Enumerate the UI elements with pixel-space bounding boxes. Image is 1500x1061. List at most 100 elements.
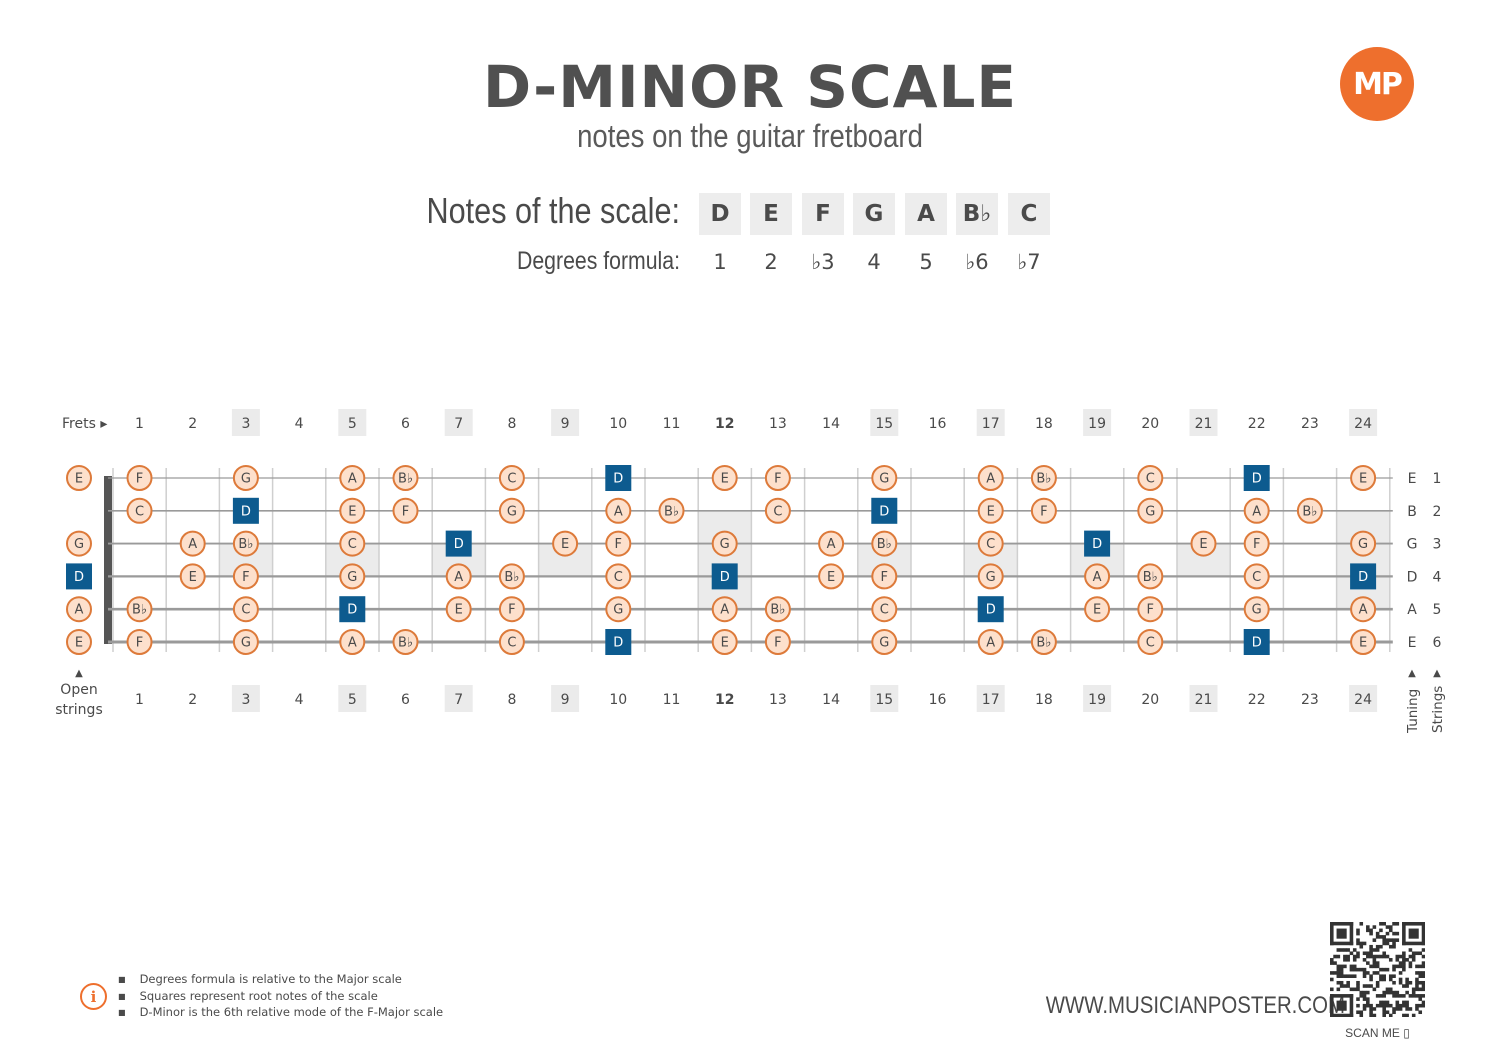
string-tuning: D xyxy=(1407,569,1418,585)
note-label: A xyxy=(1252,504,1261,519)
scale-note-circle: B♭ xyxy=(392,465,419,491)
scale-note-circle: A xyxy=(977,465,1004,491)
note-label: B♭ xyxy=(1302,504,1317,519)
string-number: 3 xyxy=(1433,537,1442,553)
strings-arrow: ▲ xyxy=(1433,668,1441,679)
guitar-nut xyxy=(104,476,112,644)
open-strings-label: Open xyxy=(60,682,97,698)
fret-marker-label-bg xyxy=(231,409,260,436)
note-label: C xyxy=(1252,570,1261,585)
note-label: C xyxy=(1146,636,1155,651)
note-label: A xyxy=(1359,603,1368,618)
scale-note-circle: C xyxy=(764,497,791,524)
scale-note-circle: B♭ xyxy=(1137,563,1164,590)
scale-note-circle: E xyxy=(1350,629,1377,655)
fret-number-bottom: 5 xyxy=(348,692,357,708)
scale-note-circle: E xyxy=(66,629,92,655)
website-link[interactable]: WWW.MUSICIANPOSTER.COM xyxy=(1045,992,1345,1019)
scale-note: D xyxy=(699,193,741,235)
fret-inlay-double xyxy=(698,510,752,610)
note-label: G xyxy=(507,504,517,519)
fret-marker-label-bg xyxy=(870,409,899,436)
note-label: D xyxy=(1252,636,1262,651)
note-label: E xyxy=(455,603,463,618)
fret-inlay-double xyxy=(1336,510,1390,610)
fret-number-top: 6 xyxy=(401,416,410,432)
fret-marker-label-bg xyxy=(1349,409,1378,436)
scale-note-circle: B♭ xyxy=(126,596,153,623)
fret-number-bottom: 20 xyxy=(1141,692,1159,708)
scale-note-circle: C xyxy=(498,465,525,491)
scale-note-circle: C xyxy=(339,530,366,557)
note-label: C xyxy=(135,504,144,519)
fret-number-top: 19 xyxy=(1088,416,1106,432)
scale-note-circle: C xyxy=(1137,465,1164,491)
scan-me-label: SCAN ME ▯ xyxy=(1330,1026,1425,1040)
note-label: C xyxy=(986,537,995,552)
note-label: A xyxy=(454,570,463,585)
scale-note-circle: B♭ xyxy=(1296,497,1323,524)
note-label: G xyxy=(879,472,889,487)
note-label: F xyxy=(242,570,249,585)
fret-number-bottom: 17 xyxy=(982,692,1000,708)
scale-note-circle: F xyxy=(1137,596,1164,623)
string-number: 2 xyxy=(1433,504,1442,520)
scale-note-circle: F xyxy=(392,497,419,524)
note-label: E xyxy=(827,570,835,585)
string-tuning: E xyxy=(1408,635,1417,651)
brand-logo: MP xyxy=(1340,47,1414,121)
note-label: G xyxy=(241,636,251,651)
note-label: B♭ xyxy=(398,472,413,487)
note-label: F xyxy=(136,636,143,651)
note-label: G xyxy=(74,537,84,552)
note-label: B♭ xyxy=(664,504,679,519)
scale-note-circle: C xyxy=(126,497,153,524)
note-label: G xyxy=(986,570,996,585)
scale-degree: ♭6 xyxy=(965,250,989,274)
note-label: A xyxy=(986,472,995,487)
scale-note-circle: E xyxy=(711,629,738,655)
note-label: D xyxy=(1358,570,1368,585)
scale-note-circle: B♭ xyxy=(232,530,259,557)
fret-number-top: 20 xyxy=(1141,416,1159,432)
scale-note-circle: F xyxy=(126,629,153,655)
note-label: B♭ xyxy=(877,537,892,552)
note-label: E xyxy=(1359,636,1367,651)
note-label: A xyxy=(348,472,357,487)
note-label: F xyxy=(1253,537,1260,552)
scale-note-circle: E xyxy=(179,563,206,590)
fret-number-top: 8 xyxy=(507,416,516,432)
fret-number-top: 22 xyxy=(1248,416,1266,432)
string-number: 6 xyxy=(1433,635,1442,651)
fret-marker-label-bg xyxy=(338,409,367,436)
scale-note-circle: B♭ xyxy=(764,596,791,623)
open-strings-label: strings xyxy=(55,702,102,718)
scale-note-circle: C xyxy=(605,563,632,590)
string-tuning: G xyxy=(1407,537,1418,553)
note-label: E xyxy=(1359,472,1367,487)
frets-label: Frets ▸ xyxy=(62,416,107,432)
qr-code-icon[interactable] xyxy=(1330,922,1425,1017)
fret-number-bottom: 7 xyxy=(454,692,463,708)
fret-number-bottom: 14 xyxy=(822,692,840,708)
root-note-square: D xyxy=(66,563,92,590)
scale-note-circle: B♭ xyxy=(498,563,525,590)
note-label: A xyxy=(720,603,729,618)
scale-degree: 1 xyxy=(713,250,727,274)
note-label: D xyxy=(720,570,730,585)
root-note-square: D xyxy=(339,596,366,623)
root-note-square: D xyxy=(445,530,472,557)
guitar-fretboard: 1122334455667788991010111112121313141415… xyxy=(55,409,1446,734)
note-label: A xyxy=(986,636,995,651)
scale-note-circle: G xyxy=(871,465,898,491)
scale-note-circle: A xyxy=(977,629,1004,655)
scale-note-circle: E xyxy=(552,530,579,557)
fret-marker-label-bg xyxy=(231,685,260,712)
note-label: G xyxy=(613,603,623,618)
string-number: 5 xyxy=(1433,602,1442,618)
note-label: A xyxy=(827,537,836,552)
scale-note-circle: G xyxy=(871,629,898,655)
phone-icon: ▯ xyxy=(1403,1026,1410,1040)
fret-number-top: 2 xyxy=(188,416,197,432)
scale-note-circle: F xyxy=(232,563,259,590)
